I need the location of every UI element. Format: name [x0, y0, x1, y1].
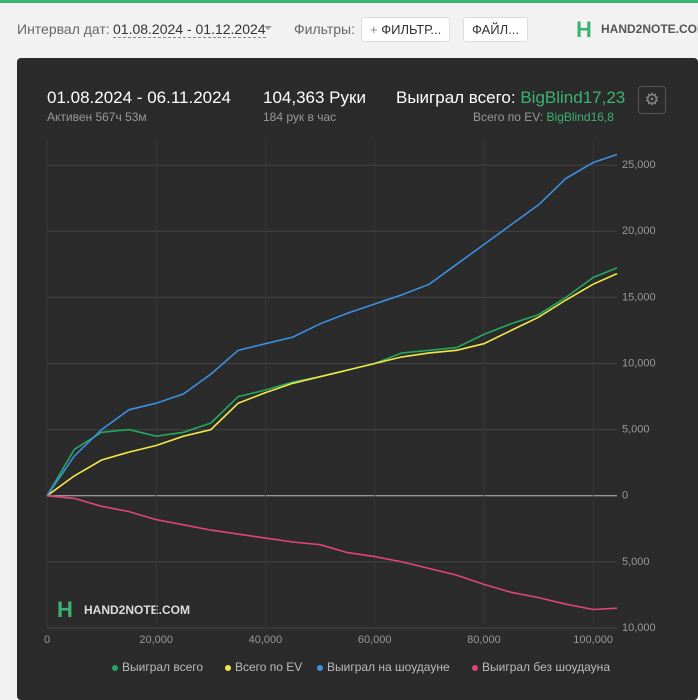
legend-marker	[472, 665, 478, 671]
y-tick-label: 15,000	[622, 291, 656, 303]
period: 01.08.2024 - 06.11.2024	[47, 88, 232, 107]
y-tick-label: 25,000	[622, 159, 656, 171]
ev-value: BigBlind16,8	[546, 110, 614, 124]
y-tick-label: 10,000	[622, 357, 656, 369]
watermark-icon: H	[57, 597, 73, 622]
active-time: Активен 567ч 53м	[47, 110, 147, 124]
x-tick-label: 0	[44, 634, 50, 646]
x-tick-label: 80,000	[467, 634, 501, 646]
watermark: HAND2NOTE.COM	[84, 603, 190, 617]
filter-text: ФИЛЬТР...	[381, 22, 442, 37]
x-tick-label: 100,000	[573, 634, 613, 646]
y-tick-label: 5,000	[622, 424, 650, 436]
series-line	[46, 495, 618, 611]
top-stripe	[0, 0, 698, 3]
hands: 104,363 Руки	[263, 88, 366, 107]
series-line	[46, 153, 618, 497]
x-tick-label: 40,000	[249, 634, 283, 646]
logo-icon: H	[576, 17, 592, 42]
hands-rate: 184 рук в час	[263, 110, 337, 124]
legend-label: Всего по EV	[235, 660, 302, 674]
legend-marker	[225, 665, 231, 671]
ev-label: Всего по EV:	[473, 110, 544, 124]
settings-button[interactable]: ⚙	[638, 86, 666, 114]
filters-label: Фильтры:	[294, 21, 355, 37]
file-button[interactable]: ФАЙЛ...	[463, 17, 528, 42]
legend-marker	[317, 665, 323, 671]
y-tick-label: 10,000	[622, 622, 656, 634]
date-label: Интервал дат:	[17, 21, 110, 37]
filter-button[interactable]: + ФИЛЬТР...	[361, 17, 451, 42]
dropdown-arrow	[264, 26, 272, 34]
y-tick-label: 20,000	[622, 225, 656, 237]
file-text: ФАЙЛ...	[472, 22, 519, 37]
series-line	[46, 272, 618, 497]
y-tick-label: 5,000	[622, 556, 650, 568]
x-tick-label: 20,000	[139, 634, 173, 646]
legend-marker	[112, 665, 118, 671]
legend-label: Выиграл на шоудауне	[327, 660, 450, 674]
won-value: BigBlind17,23	[520, 88, 626, 107]
ev-total: Всего по EV: BigBlind16,8	[473, 110, 626, 124]
plus-icon: +	[370, 22, 382, 37]
won-total: Выиграл всего: BigBlind17,23	[396, 88, 626, 108]
logo-text: HAND2NOTE.COM	[601, 22, 698, 36]
series-line	[46, 267, 618, 497]
x-tick-label: 60,000	[358, 634, 392, 646]
date-range[interactable]: 01.08.2024 - 01.12.2024	[113, 21, 266, 38]
won-label: Выиграл всего:	[396, 88, 516, 107]
legend-label: Выиграл всего	[122, 660, 203, 674]
y-tick-label: 0	[622, 490, 628, 502]
legend-label: Выиграл без шоудауна	[482, 660, 610, 674]
